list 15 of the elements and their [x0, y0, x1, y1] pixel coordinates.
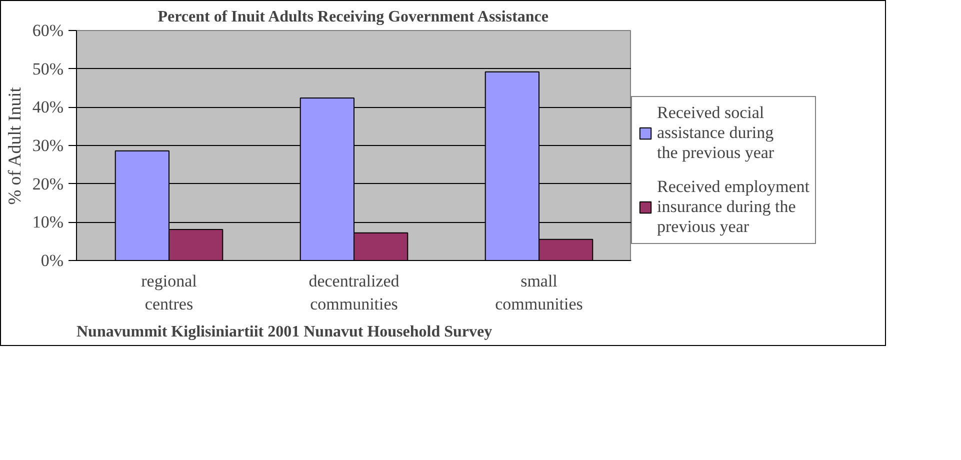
legend-label: Received employment insurance during the previous year — [657, 177, 810, 237]
chart-title: Percent of Inuit Adults Receiving Government Assistance — [158, 8, 549, 26]
y-tick-label: 0% — [40, 251, 64, 270]
text: Nunavummit Kiglisiniartiit 2001 Nunavut Household Survey — [76, 324, 492, 340]
y-tick-label: 50% — [32, 59, 64, 78]
y-tick-label: 10% — [32, 212, 64, 232]
y-tick-label: 20% — [32, 174, 64, 194]
y-axis-title: % of Adult Inuit — [4, 87, 24, 205]
x-tick-label: small communities — [495, 272, 583, 314]
legend-label: Received social assistance during the previous year — [657, 103, 774, 163]
y-tick-label: 30% — [32, 136, 64, 155]
y-tick-label: 40% — [32, 98, 64, 117]
x-tick-label: regional centres — [141, 272, 198, 314]
x-tick-label: decentralized communities — [308, 272, 400, 314]
y-tick-label: 60% — [32, 21, 64, 40]
